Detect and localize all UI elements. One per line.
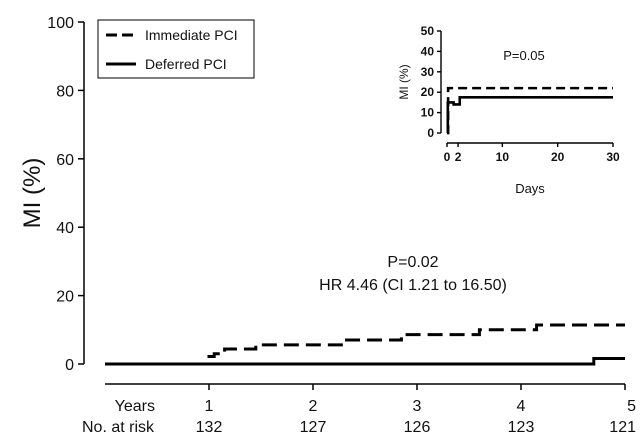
y-tick-label: 0 [65,357,74,374]
risk-at-risk-value: 126 [404,419,431,436]
inset-y-tick-label: 0 [427,126,434,140]
legend-label-immediate: Immediate PCI [145,27,238,43]
inset-p-value-annotation: P=0.05 [503,48,545,63]
inset-x-tick-label: 30 [606,150,620,164]
y-tick-label: 20 [56,289,74,306]
series-line-immediate-pci [105,323,625,366]
risk-row-label-at-risk: No. at risk [82,419,155,436]
risk-table: Years No. at risk 1 132 2 127 3 126 4 123 5 121 [82,398,636,436]
risk-year-label: 3 [413,398,422,415]
inset-series-line-deferred-pci [446,96,613,135]
inset-y-tick-label: 40 [421,44,435,58]
y-axis-label: MI (%) [19,158,46,229]
series-line-deferred-pci [105,357,625,366]
p-value-annotation: P=0.02 [387,254,438,271]
risk-year-label: 2 [309,398,318,415]
inset-x-tick-label: 2 [455,150,462,164]
legend-label-deferred: Deferred PCI [145,56,227,72]
risk-at-risk-value: 121 [609,419,636,436]
inset-y-tick-label: 50 [421,24,435,38]
risk-year-label: 5 [627,398,636,415]
main-legend: Immediate PCI Deferred PCI [97,19,255,79]
inset-x-tick-label: 20 [551,150,565,164]
y-tick-label: 60 [56,152,74,169]
y-tick-label: 80 [56,83,74,100]
main-annotations: P=0.02 HR 4.46 (CI 1.21 to 16.50) [319,254,507,294]
inset-y-tick-label: 10 [421,106,435,120]
inset-y-axis-label: MI (%) [397,64,411,99]
y-tick-label: 40 [56,220,74,237]
y-tick-label: 100 [47,15,74,32]
risk-at-risk-value: 132 [196,419,223,436]
inset-x-tick-label: 0 [444,150,451,164]
inset-x-tick-label: 10 [496,150,510,164]
risk-at-risk-value: 127 [300,419,327,436]
risk-at-risk-value: 123 [508,419,535,436]
inset-x-axis-label: Days [515,181,545,196]
legend-box [97,19,255,79]
inset-y-tick-label: 30 [421,65,435,79]
hazard-ratio-annotation: HR 4.46 (CI 1.21 to 16.50) [319,277,507,294]
inset-y-tick-label: 20 [421,85,435,99]
risk-year-label: 4 [517,398,526,415]
inset-series-line-immediate-pci [446,86,613,135]
risk-row-label-years: Years [115,398,155,415]
risk-year-label: 1 [205,398,214,415]
